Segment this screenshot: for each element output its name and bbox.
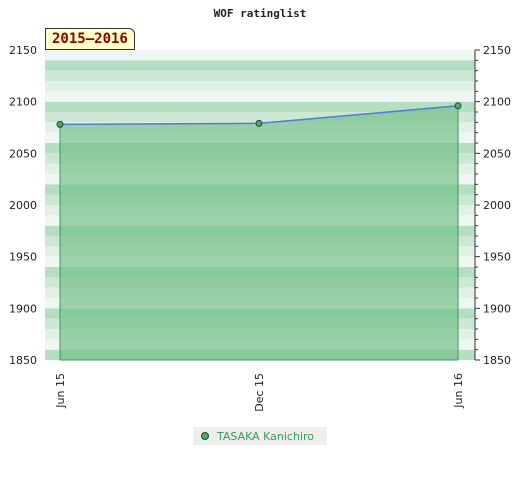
- y-tick-label-left: 1850: [9, 354, 37, 367]
- background-band: [45, 81, 475, 92]
- y-tick-label-right: 1850: [483, 354, 511, 367]
- y-tick-label-left: 2000: [9, 199, 37, 212]
- legend-series-name: TASAKA Kanichiro: [217, 429, 315, 443]
- background-band: [45, 101, 475, 112]
- x-tick-label: Dec 15: [253, 373, 266, 412]
- background-band: [45, 50, 475, 61]
- series-area-layer: [56, 102, 462, 361]
- y-tick-label-right: 1900: [483, 302, 511, 315]
- x-tick-label: Jun 16: [452, 373, 465, 409]
- legend[interactable]: TASAKA Kanichiro: [193, 427, 327, 445]
- x-axis: Jun 15 Dec 15 Jun 16: [54, 373, 465, 412]
- y-axis-left: 1850 1900 1950 2000 2050 2100 2150: [9, 44, 37, 367]
- y-tick-label-right: 2000: [483, 199, 511, 212]
- data-point: [255, 119, 263, 127]
- background-band: [45, 60, 475, 71]
- y-tick-label-right: 2050: [483, 147, 511, 160]
- legend-marker-icon: [201, 432, 209, 440]
- y-tick-label-left: 1900: [9, 302, 37, 315]
- background-band: [45, 91, 475, 102]
- y-tick-label-left: 2050: [9, 147, 37, 160]
- y-axis-right: 1850 1900 1950 2000 2050 2100 2150: [474, 44, 511, 367]
- period-label: 2015–2016: [45, 28, 135, 50]
- background-band: [45, 70, 475, 81]
- y-tick-label-left: 2100: [9, 96, 37, 109]
- y-tick-label-right: 2100: [483, 96, 511, 109]
- x-tick-label: Jun 15: [54, 373, 67, 409]
- data-point: [454, 102, 462, 110]
- data-point: [56, 120, 64, 128]
- y-tick-label-right: 1950: [483, 251, 511, 264]
- background-band: [45, 112, 475, 123]
- series-area: [59, 105, 459, 361]
- y-tick-label-right: 2150: [483, 44, 511, 57]
- y-tick-label-left: 1950: [9, 251, 37, 264]
- chart-title: WOF ratinglist: [214, 7, 307, 20]
- y-tick-label-left: 2150: [9, 44, 37, 57]
